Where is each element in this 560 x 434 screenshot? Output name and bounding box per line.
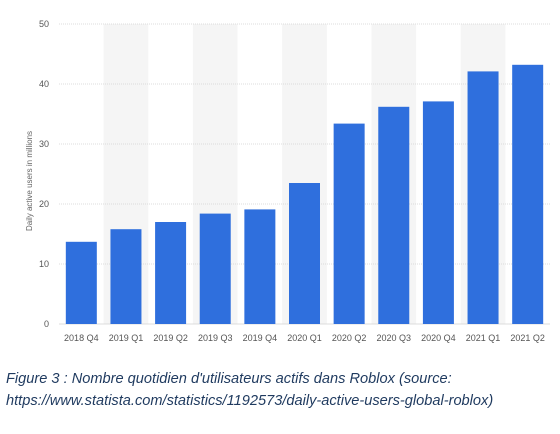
- bar: [467, 71, 499, 325]
- caption-line-1: Figure 3 : Nombre quotidien d'utilisateu…: [6, 371, 452, 387]
- bar-chart: 0 10 20 30 40 50 2018 Q4 2019 Q1 2019 Q2 2019 Q3…: [25, 19, 550, 343]
- bar: [512, 64, 544, 325]
- x-tick-label: 2019 Q2: [153, 333, 188, 343]
- x-tick-label: 2019 Q1: [109, 333, 144, 343]
- bar: [199, 213, 231, 324]
- y-tick-label: 40: [39, 79, 49, 89]
- bar: [155, 222, 187, 324]
- bar: [422, 101, 454, 325]
- x-tick-label: 2021 Q1: [466, 333, 501, 343]
- x-tick-label: 2020 Q3: [377, 333, 412, 343]
- figure-caption: Figure 3 : Nombre quotidien d'utilisateu…: [6, 368, 558, 412]
- x-tick-label: 2021 Q2: [510, 333, 545, 343]
- y-tick-label: 10: [39, 259, 49, 269]
- x-tick-labels: 2018 Q4 2019 Q1 2019 Q2 2019 Q3 2019 Q4 2020 …: [64, 333, 545, 343]
- bar: [289, 183, 320, 324]
- y-tick-labels: 0 10 20 30 40 50: [39, 19, 49, 329]
- x-tick-label: 2019 Q3: [198, 333, 233, 343]
- y-tick-label: 0: [44, 319, 49, 329]
- y-axis-title: Daily active users in millions: [25, 131, 34, 231]
- x-tick-label: 2020 Q1: [287, 333, 322, 343]
- bars: [65, 64, 544, 325]
- x-tick-label: 2019 Q4: [243, 333, 278, 343]
- y-tick-label: 20: [39, 199, 49, 209]
- bar: [378, 106, 410, 324]
- y-tick-label: 30: [39, 139, 49, 149]
- bar: [110, 229, 142, 324]
- x-tick-label: 2018 Q4: [64, 333, 99, 343]
- x-tick-label: 2020 Q4: [421, 333, 456, 343]
- bar: [333, 123, 365, 324]
- y-tick-label: 50: [39, 19, 49, 29]
- chart-canvas: 0 10 20 30 40 50 2018 Q4 2019 Q1 2019 Q2 2019 Q3…: [25, 19, 550, 343]
- x-tick-label: 2020 Q2: [332, 333, 367, 343]
- bar: [65, 241, 97, 324]
- bar: [244, 209, 276, 324]
- caption-line-2: https://www.statista.com/statistics/1192…: [6, 393, 494, 409]
